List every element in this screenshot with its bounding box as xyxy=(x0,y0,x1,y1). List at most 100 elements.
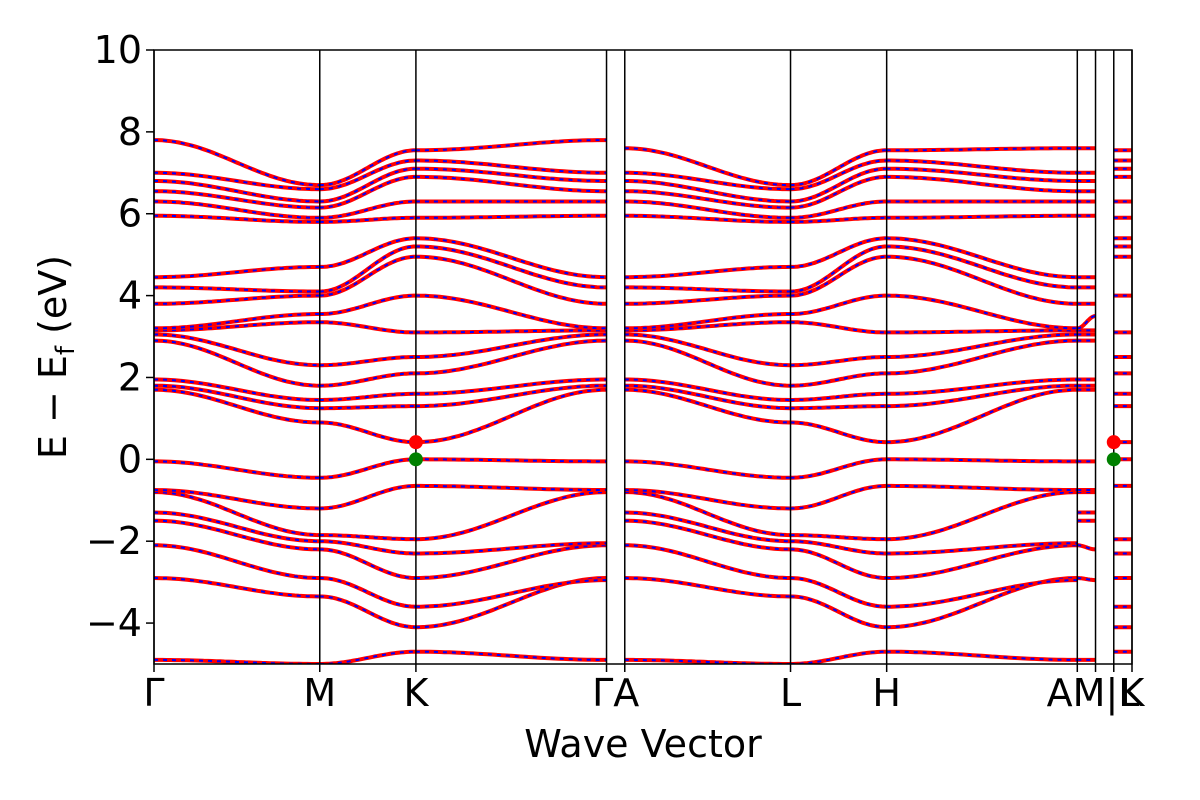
band-line-overlay-5-15 xyxy=(886,255,1078,305)
band-line-2-0 xyxy=(415,649,607,662)
y-tick-label: 8 xyxy=(118,110,142,154)
band-line-overlay-0-20 xyxy=(154,190,320,209)
band-line-overlay-4-8 xyxy=(790,421,887,444)
band-line-overlay-2-8 xyxy=(415,388,607,444)
band-line-overlay-0-23 xyxy=(154,139,320,187)
band-line-5-21 xyxy=(886,166,1078,183)
band-line-overlay-3-9 xyxy=(624,384,791,410)
band-line-overlay-0-17 xyxy=(154,265,320,279)
band-line-1-21 xyxy=(319,166,416,204)
band-line-4-21 xyxy=(790,166,887,204)
band-line-overlay-4-7 xyxy=(790,458,887,479)
band-line-overlay-3-4 xyxy=(624,511,791,543)
bands-layer xyxy=(154,138,1132,664)
band-line-overlay-1-6 xyxy=(319,484,416,510)
band-line-5-18 xyxy=(886,213,1078,220)
band-line-5-12 xyxy=(886,332,1078,359)
band-line-2-18 xyxy=(415,213,607,220)
band-line-overlay-4-19 xyxy=(790,200,887,219)
band-line-overlay-4-13 xyxy=(790,321,887,334)
y-tick-label: 4 xyxy=(118,274,142,318)
band-line-overlay-0-2 xyxy=(154,544,320,579)
x-tick-label: M xyxy=(303,671,336,715)
band-line-overlay-1-18 xyxy=(319,216,416,223)
y-tick-label: −2 xyxy=(86,519,142,563)
band-line-overlay-3-3 xyxy=(624,519,791,551)
band-line-overlay-4-4 xyxy=(790,540,887,555)
y-axis-label-main: E − E xyxy=(31,355,75,459)
band-line-2-21 xyxy=(415,166,607,183)
band-line-overlay-0-18 xyxy=(154,214,320,223)
y-tick-label: 6 xyxy=(118,192,142,236)
band-line-overlay-3-10 xyxy=(624,378,791,401)
y-axis-label-subscript: f xyxy=(51,345,81,355)
band-line-overlay-2-16 xyxy=(415,245,607,289)
band-line-overlay-1-16 xyxy=(319,245,416,293)
main-vbm-marker xyxy=(408,452,423,467)
y-axis-ticks: −4 −2 0 2 4 6 8 10 xyxy=(86,28,154,645)
x-tick-label: L xyxy=(780,671,801,715)
band-line-overlay-3-19 xyxy=(624,200,791,219)
band-line-overlay-4-16 xyxy=(790,245,887,293)
band-line-4-8 xyxy=(790,420,887,445)
band-line-overlay-3-1 xyxy=(624,577,791,598)
band-line-overlay-3-7 xyxy=(624,460,791,479)
band-line-overlay-3-20 xyxy=(624,190,791,209)
band-line-overlay-0-16 xyxy=(154,286,320,293)
band-line-4-23 xyxy=(790,148,887,188)
band-line-4-1 xyxy=(790,594,887,630)
band-line-overlay-0-7 xyxy=(154,460,320,479)
band-line-overlay-1-4 xyxy=(319,540,416,555)
x-tick-label: K xyxy=(1120,671,1146,715)
band-line-overlay-5-5 xyxy=(886,491,1078,541)
plot-frame xyxy=(153,49,1133,665)
band-line-overlay-0-14 xyxy=(154,313,320,330)
band-line-1-15 xyxy=(319,254,416,298)
band-line-overlay-3-22 xyxy=(624,171,791,191)
band-line-overlay-1-10 xyxy=(319,392,416,401)
band-line-2-2 xyxy=(415,578,607,609)
band-line-overlay-2-17 xyxy=(415,237,607,279)
x-axis-ticks: Γ M K ΓA L H AM|LK xyxy=(143,664,1146,716)
band-line-5-0 xyxy=(886,649,1078,662)
band-line-overlay-3-17 xyxy=(624,265,791,279)
band-line-4-14 xyxy=(790,293,887,316)
band-line-overlay-3-8 xyxy=(624,388,791,424)
band-line-overlay-3-15 xyxy=(624,294,791,305)
svg-text:E − Ef(eV): E − Ef (eV) xyxy=(31,255,81,459)
band-line-overlay-0-5 xyxy=(154,491,320,537)
band-line-overlay-3-5 xyxy=(624,491,791,537)
band-line-overlay-4-6 xyxy=(790,484,887,510)
band-line-5-5 xyxy=(886,490,1078,542)
band-extrema-markers xyxy=(408,435,1121,467)
y-tick-label: −4 xyxy=(86,601,142,645)
band-line-5-7 xyxy=(886,457,1078,464)
band-line-overlay-3-11 xyxy=(624,339,791,387)
band-line-overlay-0-15 xyxy=(154,294,320,305)
x-tick-label: H xyxy=(872,671,901,715)
x-axis-label: Wave Vector xyxy=(524,722,762,766)
band-line-overlay-0-6 xyxy=(154,489,320,510)
band-line-overlay-5-17 xyxy=(886,237,1078,279)
band-line-overlay-3-12 xyxy=(624,333,791,367)
band-line-2-22 xyxy=(415,158,607,175)
band-line-overlay-1-5 xyxy=(319,534,416,541)
band-line-overlay-0-4 xyxy=(154,511,320,543)
band-line-overlay-0-13 xyxy=(154,321,320,332)
band-line-1-14 xyxy=(319,293,416,316)
band-line-5-23 xyxy=(886,146,1078,153)
band-line-overlay-0-11 xyxy=(154,339,320,387)
y-tick-label: 10 xyxy=(94,28,142,72)
right-vbm-marker xyxy=(1106,452,1121,467)
band-line-1-8 xyxy=(319,420,416,445)
y-tick-label: 0 xyxy=(118,437,142,481)
band-line-overlay-3-21 xyxy=(624,180,791,203)
band-line-2-10 xyxy=(415,377,607,396)
band-line-overlay-3-16 xyxy=(624,286,791,293)
band-line-overlay-5-14 xyxy=(886,294,1078,330)
band-line-2-9 xyxy=(415,383,607,409)
band-line-overlay-1-19 xyxy=(319,200,416,219)
band-line-1-22 xyxy=(319,158,416,192)
band-line-overlay-0-3 xyxy=(154,519,320,551)
band-line-overlay-4-18 xyxy=(790,216,887,223)
